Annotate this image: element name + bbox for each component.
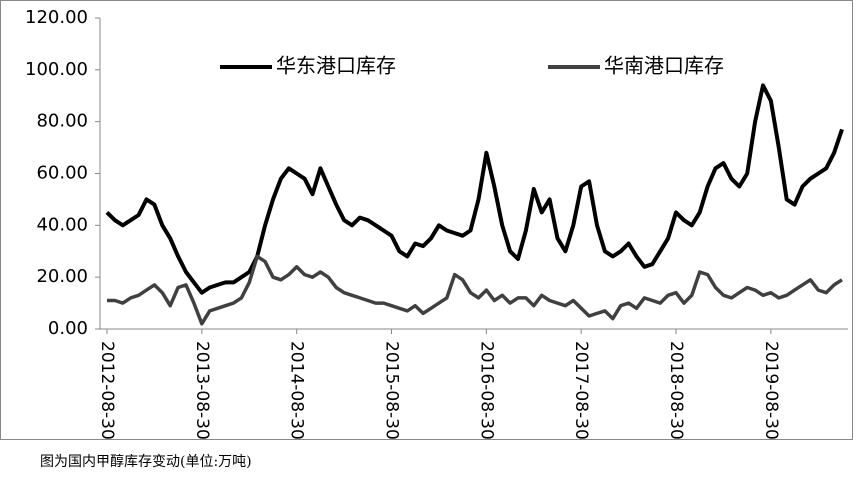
x-tick-label: 2015-08-30	[382, 341, 402, 440]
x-tick-label: 2014-08-30	[287, 341, 307, 440]
x-tick-label: 2017-08-30	[571, 341, 591, 440]
series-line	[105, 83, 844, 295]
y-tick-label: 0.00	[48, 318, 88, 339]
y-tick-label: 100.00	[25, 59, 88, 80]
y-tick-label: 40.00	[36, 214, 88, 235]
caption: 图为国内甲醇库存变动(单位:万吨)	[40, 453, 252, 470]
legend-label: 华东港口库存	[276, 54, 396, 78]
series-line	[107, 254, 843, 326]
x-tick-label: 2012-08-30	[97, 341, 117, 440]
chart-frame	[0, 0, 853, 440]
legend-label: 华南港口库存	[604, 54, 724, 78]
x-tick-label: 2016-08-30	[476, 341, 496, 440]
x-tick-label: 2013-08-30	[192, 341, 212, 440]
x-tick-label: 2018-08-30	[666, 341, 686, 440]
y-tick-label: 120.00	[25, 7, 88, 28]
y-tick-label: 60.00	[36, 163, 88, 184]
x-tick-label: 2019-08-30	[761, 341, 781, 440]
y-tick-label: 80.00	[36, 111, 88, 132]
y-tick-label: 20.00	[36, 266, 88, 287]
